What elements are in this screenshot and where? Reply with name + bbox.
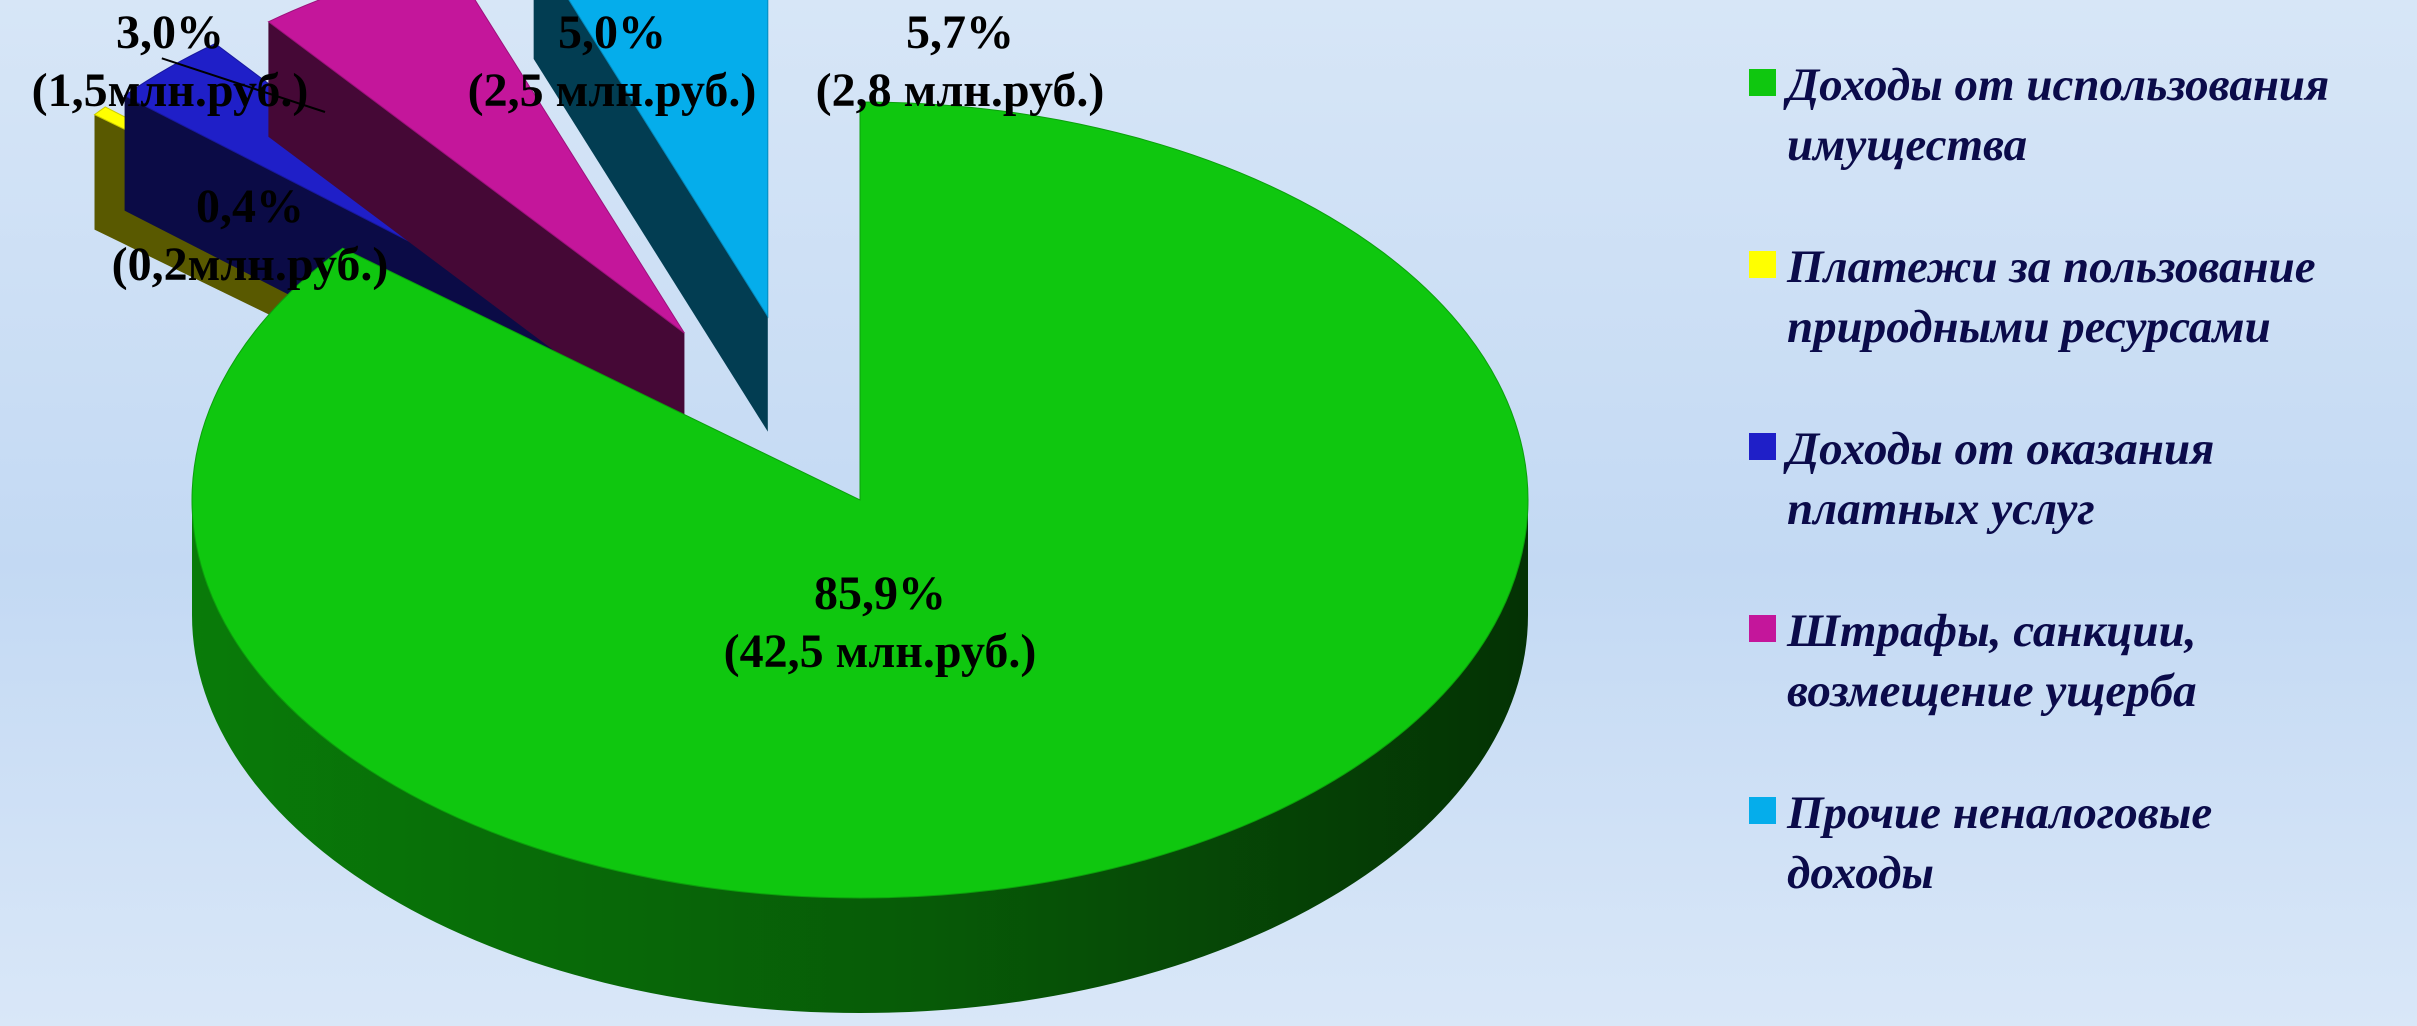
legend-item-property: Доходы от использования имущества [1745, 55, 2417, 175]
legend-line: Штрафы, санкции, [1787, 605, 2197, 657]
label-natural-resources-pct: 0,4% [196, 180, 304, 233]
legend-swatch [1749, 797, 1776, 824]
label-main-amount: (42,5 млн.руб.) [723, 625, 1037, 678]
legend-line: доходы [1787, 847, 1935, 899]
legend-swatch [1749, 69, 1776, 96]
label-fines-amount: (2,5 млн.руб.) [467, 64, 757, 117]
pie-slice-top [191, 101, 1529, 899]
legend-item-other: Прочие неналоговые доходы [1745, 783, 2417, 903]
legend-line: возмещение ущерба [1787, 665, 2197, 717]
pie-slice-4 [533, 0, 769, 432]
pie-slice-top [267, 0, 685, 334]
label-paid-services: 3,0% (1,5млн.руб.) [32, 4, 309, 120]
pie-slice-0 [191, 101, 1529, 1013]
legend-text: Доходы от оказания платных услуг [1787, 419, 2417, 539]
legend-line: природными ресурсами [1787, 301, 2271, 353]
legend-text: Доходы от использования имущества [1787, 55, 2417, 175]
pie-slice-top [568, 0, 769, 319]
legend-swatch [1749, 433, 1776, 460]
legend-swatch [1749, 615, 1776, 642]
label-paid-services-pct: 3,0% [116, 6, 224, 59]
label-natural-resources-amount: (0,2млн.руб.) [111, 238, 389, 291]
pie-slice-3 [267, 0, 685, 449]
legend-item-natural-resources: Платежи за пользование природными ресурс… [1745, 237, 2417, 357]
legend-line: имущества [1787, 119, 2028, 171]
label-other-amount: (2,8 млн.руб.) [815, 64, 1105, 117]
label-other: 5,7% (2,8 млн.руб.) [816, 4, 1105, 120]
legend-line: Прочие неналоговые [1787, 787, 2213, 839]
label-main-pct: 85,9% [814, 567, 946, 620]
legend: Доходы от использования имущества Платеж… [1745, 55, 2417, 965]
label-other-pct: 5,7% [906, 6, 1014, 59]
legend-line: Доходы от оказания [1787, 423, 2215, 475]
label-paid-services-amount: (1,5млн.руб.) [31, 64, 309, 117]
legend-text: Прочие неналоговые доходы [1787, 783, 2417, 903]
legend-line: платных услуг [1787, 483, 2095, 535]
legend-text: Штрафы, санкции, возмещение ущерба [1787, 601, 2417, 721]
legend-swatch [1749, 251, 1776, 278]
legend-line: Доходы от использования [1787, 59, 2330, 111]
pie-slice-cut [533, 0, 768, 432]
pie-slice-cut [268, 21, 685, 449]
leader-line [161, 57, 326, 113]
label-fines: 5,0% (2,5 млн.руб.) [468, 4, 757, 120]
legend-line: Платежи за пользование [1787, 241, 2316, 293]
label-natural-resources: 0,4% (0,2млн.руб.) [112, 178, 389, 294]
pie-slice-side [192, 500, 1528, 1013]
label-fines-pct: 5,0% [558, 6, 666, 59]
label-main: 85,9% (42,5 млн.руб.) [724, 565, 1037, 681]
legend-item-fines: Штрафы, санкции, возмещение ущерба [1745, 601, 2417, 721]
legend-item-paid-services: Доходы от оказания платных услуг [1745, 419, 2417, 539]
legend-text: Платежи за пользование природными ресурс… [1787, 237, 2417, 357]
